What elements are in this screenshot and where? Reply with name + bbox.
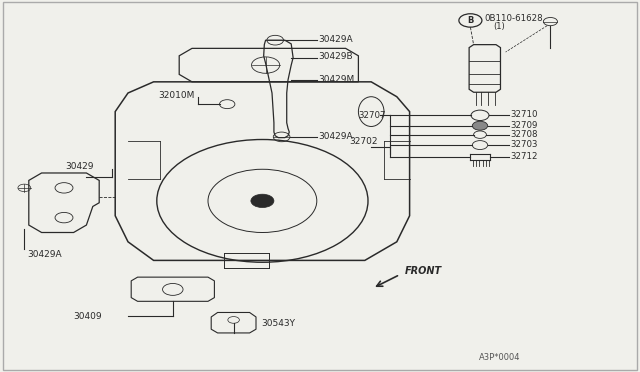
Text: 30429A: 30429A [319,35,353,44]
Text: (1): (1) [493,22,504,31]
Text: 32708: 32708 [511,130,538,139]
Text: B: B [467,16,474,25]
Text: 30429M: 30429M [319,75,355,84]
Text: 32709: 32709 [511,121,538,130]
Text: 30429B: 30429B [319,52,353,61]
Circle shape [251,194,274,208]
Text: 32710: 32710 [511,110,538,119]
Text: 30543Y: 30543Y [261,319,295,328]
Text: 32702: 32702 [349,137,378,146]
Text: 30429A: 30429A [319,132,353,141]
Text: A3P*0004: A3P*0004 [479,353,520,362]
Text: 32707: 32707 [358,111,386,120]
Text: FRONT: FRONT [404,266,442,276]
Text: 32712: 32712 [511,152,538,161]
Circle shape [472,121,488,130]
Text: 32010M: 32010M [159,91,195,100]
Text: 0B110-61628: 0B110-61628 [484,14,543,23]
Text: 30409: 30409 [74,312,102,321]
Text: 30429A: 30429A [27,250,61,259]
Text: 32703: 32703 [511,140,538,149]
Text: 30429: 30429 [65,162,94,171]
